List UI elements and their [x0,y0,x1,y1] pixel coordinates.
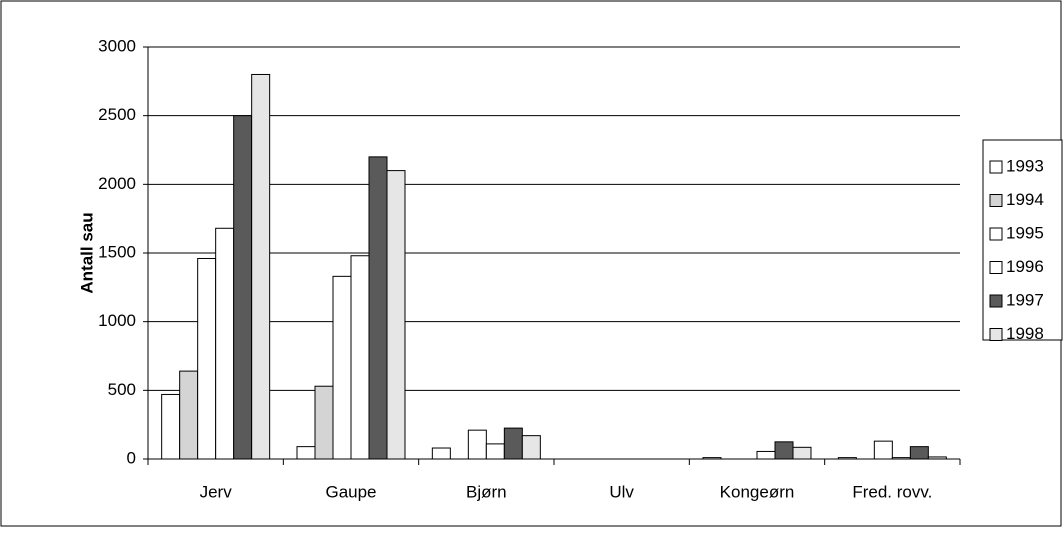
y-tick-label: 2500 [98,105,136,124]
bar [909,446,929,460]
legend-label: 1993 [1006,156,1044,175]
bar [503,427,523,460]
legend-swatch [989,160,1003,174]
bar [927,456,947,460]
bar [350,255,370,460]
legend-label: 1998 [1006,324,1044,343]
legend-label: 1997 [1006,290,1044,309]
bar [702,457,722,460]
bar [891,457,911,460]
y-axis-label: Antall sau [77,212,96,293]
legend-swatch [989,194,1003,207]
legend-label: 1996 [1006,257,1044,276]
bar [774,441,794,460]
y-tick-label: 3000 [98,36,136,55]
x-tick-label: Kongeørn [720,482,795,501]
bar [368,156,388,460]
bar [332,275,352,460]
bar [467,429,487,460]
bar [756,450,776,460]
legend-swatch [989,261,1003,274]
x-tick-label: Bjørn [466,482,507,501]
x-tick-label: Gaupe [325,482,376,501]
bar [386,170,406,460]
legend-label: 1995 [1006,223,1044,242]
bar [837,457,857,460]
x-tick-label: Fred. rovv. [852,482,932,501]
x-tick-label: Jerv [200,482,233,501]
y-tick-label: 1000 [98,311,136,330]
bar [314,385,334,460]
bar [792,446,812,460]
y-tick-label: 1500 [98,242,136,261]
legend-swatch [989,328,1003,341]
bar [251,73,271,460]
bar [296,446,316,460]
y-tick-label: 500 [108,380,136,399]
x-tick-label: Ulv [609,482,634,501]
bar [873,440,893,460]
bar [197,257,217,460]
bar [485,443,505,460]
bar [215,227,235,460]
bar [179,370,199,460]
legend-swatch [989,294,1003,308]
y-tick-label: 2000 [98,174,136,193]
bar [521,435,541,460]
bar [161,393,181,460]
legend-label: 1994 [1006,190,1044,209]
legend-swatch [989,227,1003,241]
y-tick-label: 0 [127,448,136,467]
bar [431,447,451,460]
bar [233,115,253,460]
